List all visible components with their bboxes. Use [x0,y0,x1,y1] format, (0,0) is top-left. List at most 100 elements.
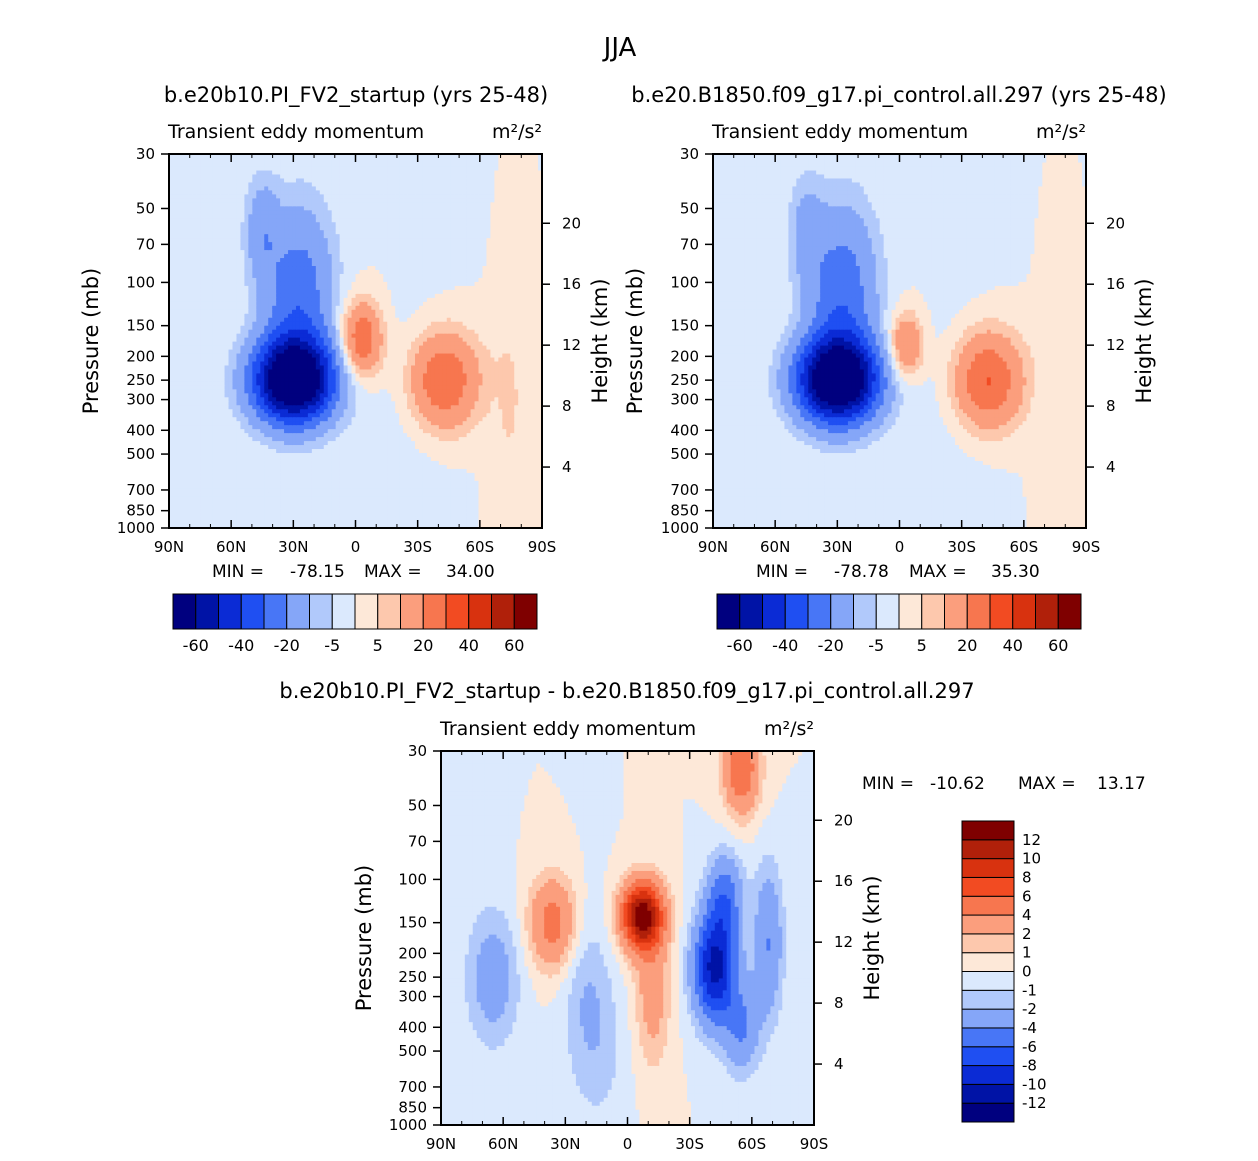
contour-cell [240,384,245,390]
contour-cell [224,341,230,346]
contour-cell [403,341,408,346]
contour-cell [252,492,257,497]
contour-cell [184,384,190,390]
contour-cell [224,364,230,370]
contour-cell [434,480,440,485]
contour-cell [232,348,238,354]
contour-cell [502,436,507,442]
contour-cell [303,348,309,354]
contour-cell [490,400,495,406]
contour-cell [355,428,361,434]
contour-cell [407,444,412,450]
contour-cell [478,337,484,342]
contour-cell [383,444,388,450]
contour-cell [415,476,420,481]
contour-cell [446,472,452,477]
contour-cell [514,484,519,489]
contour-cell [212,325,218,330]
contour-cell [383,344,388,350]
contour-cell [359,344,365,350]
contour-cell [395,452,400,457]
contour-cell [192,480,198,485]
contour-cell [232,384,238,390]
contour-cell [192,520,198,525]
contour-cell [466,344,472,350]
contour-cell [363,364,369,370]
contour-cell [387,460,392,465]
contour-cell [383,376,388,382]
contour-cell [474,452,480,457]
contour-cell [295,524,301,528]
contour-cell [319,317,325,322]
contour-cell [299,317,305,322]
contour-cell [307,484,313,489]
contour-cell [288,329,293,334]
contour-cell [355,440,361,446]
contour-cell [486,516,492,521]
contour-cell [169,341,174,346]
contour-cell [268,412,273,418]
contour-cell [442,352,448,358]
contour-cell [411,408,416,414]
contour-cell [335,440,341,446]
contour-cell [343,396,349,402]
contour-cell [482,341,488,346]
contour-cell [343,436,349,442]
contour-cell [458,412,464,418]
contour-cell [407,356,412,362]
contour-cell [466,496,472,501]
contour-cell [458,488,464,493]
contour-cell [264,412,269,418]
contour-cell [514,508,519,513]
contour-cell [494,352,499,358]
contour-cell [359,488,365,493]
contour-cell [240,325,245,330]
contour-cell [430,388,436,394]
contour-cell [438,412,444,418]
contour-cell [482,484,488,489]
contour-cell [236,384,242,390]
contour-cell [303,384,309,390]
contour-cell [208,468,214,473]
contour-cell [188,321,194,326]
contour-cell [280,337,285,342]
contour-cell [252,460,257,465]
contour-cell [454,504,460,509]
contour-cell [383,440,388,446]
contour-cell [240,416,245,422]
contour-cell [260,440,265,446]
contour-cell [422,337,428,342]
contour-cell [454,325,460,330]
contour-cell [474,416,480,422]
contour-cell [506,360,511,366]
contour-cell [466,484,472,489]
contour-cell [343,352,349,358]
contour-cell [506,356,511,362]
contour-cell [220,341,226,346]
contour-cell [510,496,515,501]
contour-cell [359,337,365,342]
contour-cell [196,476,202,481]
contour-cell [224,376,230,382]
contour-cell [200,448,206,454]
contour-cell [200,464,206,469]
contour-cell [319,392,325,398]
contour-cell [530,344,535,350]
contour-cell [260,325,265,330]
contour-cell [530,508,535,513]
contour-cell [434,329,440,334]
contour-cell [224,428,230,434]
contour-cell [466,492,472,497]
contour-cell [169,424,174,430]
contour-cell [260,352,265,358]
contour-cell [538,388,542,394]
contour-cell [319,424,325,430]
contour-cell [518,376,523,382]
contour-cell [288,444,293,450]
contour-cell [196,392,202,398]
contour-cell [434,512,440,517]
contour-cell [430,360,436,366]
contour-cell [196,416,202,422]
contour-cell [407,396,412,402]
contour-cell [240,496,245,501]
